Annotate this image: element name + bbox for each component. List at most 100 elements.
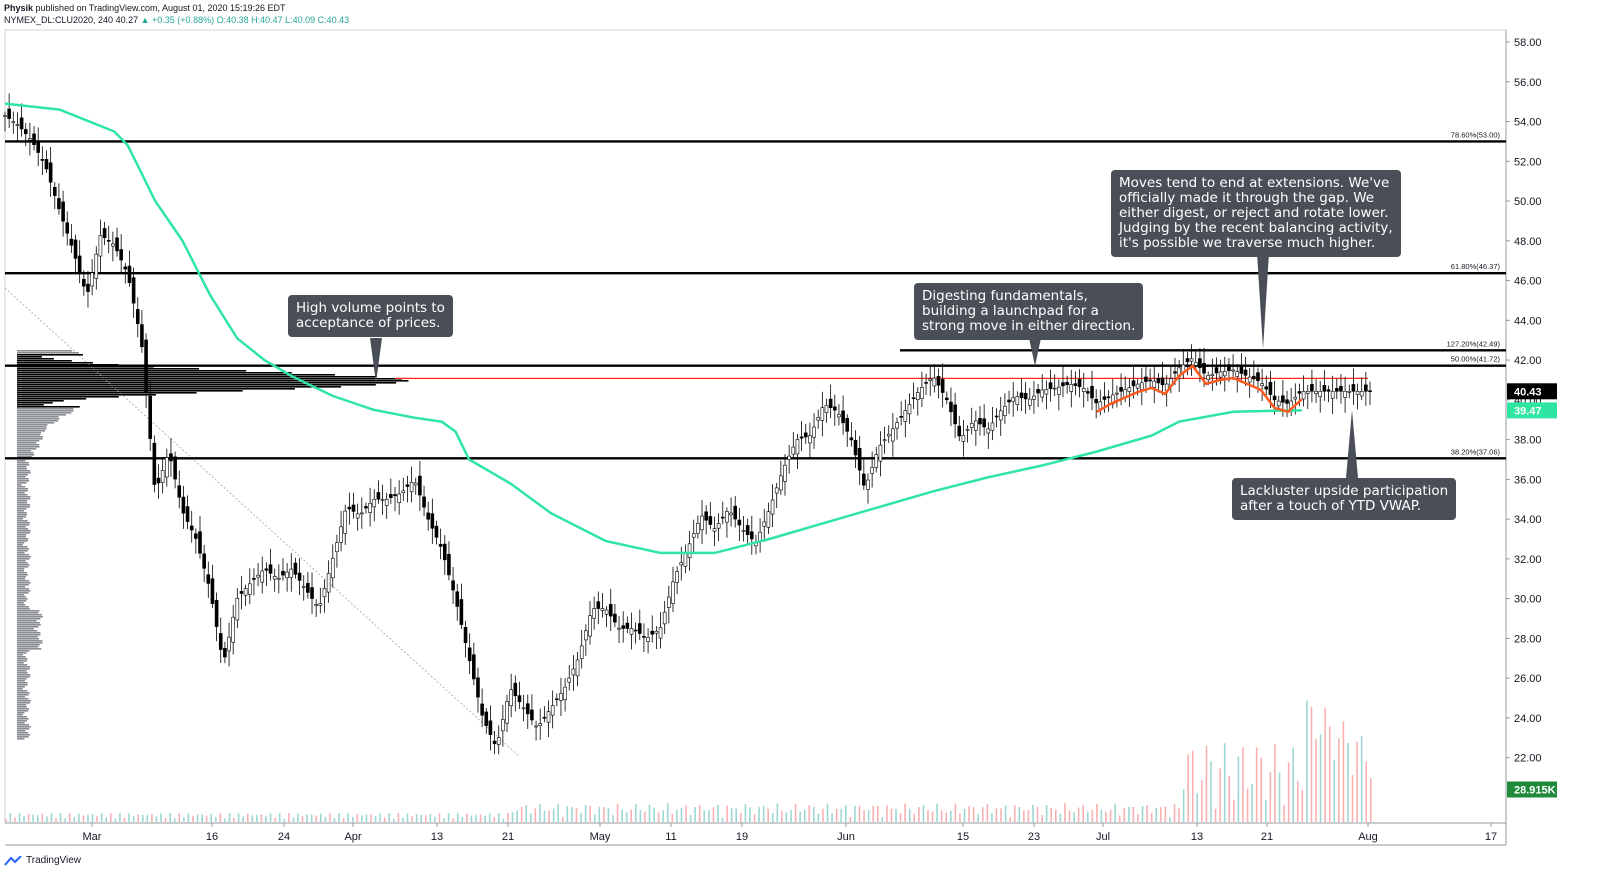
profile-bar	[17, 636, 38, 638]
volume-bar	[23, 816, 25, 822]
profile-bar	[17, 696, 26, 698]
volume-bar	[936, 803, 938, 822]
volume-bar	[146, 815, 149, 822]
profile-bar	[17, 468, 27, 470]
volume-bar	[676, 809, 678, 822]
profile-bar	[17, 506, 30, 508]
volume-bar	[438, 813, 441, 822]
volume-bar	[876, 805, 879, 822]
volume-bar	[493, 817, 496, 822]
profile-bar	[17, 644, 40, 646]
volume-bar	[1100, 809, 1103, 822]
candle-body	[422, 496, 426, 508]
candle-body	[824, 404, 829, 413]
candle-body	[165, 457, 169, 478]
volume-bar	[91, 814, 94, 822]
profile-bar	[17, 616, 43, 618]
volume-bar	[1278, 772, 1281, 822]
candle-body	[1359, 390, 1364, 397]
volume-bar	[196, 814, 199, 822]
candle-body	[131, 277, 136, 304]
candle-body	[1003, 405, 1007, 416]
candle-body	[903, 410, 908, 422]
profile-bar	[17, 602, 24, 604]
profile-bar	[17, 454, 35, 456]
profile-bar	[17, 442, 37, 444]
profile-bar	[17, 624, 41, 626]
candle-body	[384, 498, 389, 506]
volume-bar	[347, 813, 349, 822]
volume-bar	[169, 813, 171, 822]
volume-bar	[539, 804, 541, 822]
profile-bar	[17, 734, 31, 736]
volume-bar	[178, 813, 181, 822]
volume-bar	[726, 805, 728, 822]
volume-bar	[1260, 757, 1263, 822]
candle-body	[646, 636, 650, 642]
volume-bar	[55, 818, 57, 822]
candle-body	[1135, 383, 1140, 389]
profile-bar	[17, 370, 247, 372]
profile-bar	[17, 646, 39, 648]
candle-body	[940, 379, 945, 393]
indicator-lines	[4, 102, 1303, 555]
symbol-name[interactable]: NYMEX_DL:CLU2020, 240	[4, 15, 114, 25]
candle-body	[696, 522, 700, 534]
candle-body	[720, 516, 725, 519]
pointer-digesting	[1029, 338, 1041, 366]
candle-body	[1210, 373, 1215, 376]
volume-bar	[895, 808, 897, 822]
pointer-high-volume	[370, 338, 382, 383]
candle-body	[932, 377, 937, 387]
volume-bar	[1347, 743, 1349, 822]
profile-bar	[17, 474, 28, 476]
volume-bar	[662, 810, 664, 822]
price-axis[interactable]: 58.00 56.00 54.00 52.00 50.00 48.00 46.00 44.00…	[1506, 37, 1542, 765]
price-labels: 40.43 39.47 28.915K	[1507, 383, 1557, 798]
profile-bar	[17, 714, 23, 716]
x-tick-label: 21	[1261, 831, 1273, 843]
candle-body	[231, 616, 235, 643]
profile-bar	[17, 516, 26, 518]
candle-body	[584, 630, 588, 641]
profile-bar	[17, 676, 31, 678]
profile-bar	[17, 700, 31, 702]
profile-bar	[17, 502, 28, 504]
profile-bar	[17, 352, 79, 354]
candle-body	[376, 492, 381, 500]
volume-bar	[1333, 759, 1336, 822]
volume-bar	[1004, 805, 1007, 822]
candle-body	[994, 415, 999, 418]
profile-bar	[17, 678, 27, 680]
volume-bar	[105, 817, 108, 822]
volume-bar	[758, 806, 760, 822]
volume-bar	[1233, 799, 1235, 822]
volume-bar	[1201, 780, 1203, 822]
candle-body	[998, 410, 1003, 421]
profile-bar	[17, 514, 27, 516]
profile-bar	[17, 706, 27, 708]
volume-bar	[27, 814, 30, 822]
volume-bar	[1155, 807, 1158, 822]
x-tick-label: 17	[1485, 831, 1497, 843]
volume-bar	[753, 814, 756, 822]
time-axis[interactable]: Mar 16 24 Apr 13 21 May 11 19 Jun 15 23 Jul 13 21 Aug 17	[83, 823, 1498, 843]
volume-bar	[59, 813, 62, 822]
volume-bar	[712, 807, 715, 822]
volume-bar	[639, 809, 642, 822]
candle-body	[1264, 386, 1269, 390]
candle-body	[3, 115, 7, 117]
volume-bar	[269, 813, 272, 822]
tradingview-footer[interactable]: TradingView	[4, 855, 81, 866]
candle-body	[264, 568, 269, 571]
volume-bar	[644, 811, 646, 822]
profile-bar	[17, 462, 29, 464]
price-label-text: 40.43	[1514, 386, 1542, 398]
candle-body	[853, 440, 858, 456]
candle-body	[974, 420, 978, 431]
candle-body	[1214, 367, 1219, 374]
volume-bar	[224, 818, 226, 822]
volume-bar	[918, 807, 920, 822]
profile-bar	[17, 520, 28, 522]
